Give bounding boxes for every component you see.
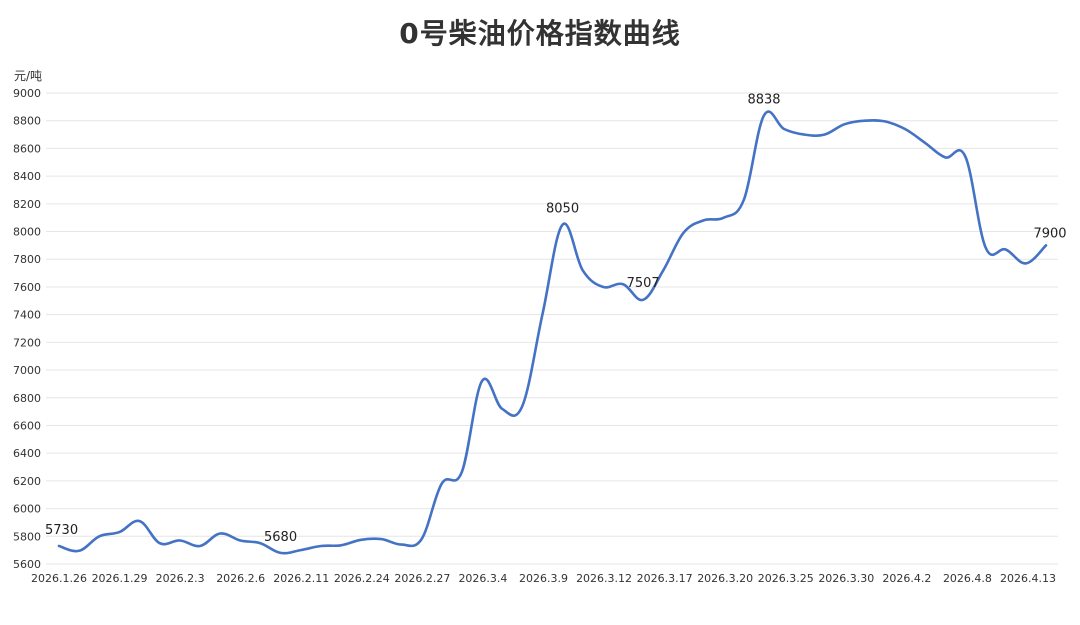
y-tick-label: 7000 [13,364,41,377]
y-axis-unit-label: 元/吨 [14,69,43,83]
x-tick-label: 2026.3.17 [637,572,693,585]
data-point [159,542,161,544]
data-point [380,538,382,540]
data-point [823,133,825,135]
data-point [98,535,100,537]
data-label: 7900 [1033,226,1066,241]
x-tick-label: 2026.1.29 [92,572,148,585]
x-tick-label: 2026.3.25 [758,572,814,585]
data-label: 8050 [546,202,579,217]
data-point [662,269,664,271]
x-tick-label: 2026.2.27 [394,572,450,585]
chart-title: 0号柴油价格指数曲线 [399,17,681,50]
y-tick-label: 6600 [13,419,41,432]
data-point [1025,262,1027,264]
y-tick-label: 6800 [13,392,41,405]
data-point [682,232,684,234]
x-tick-label: 2026.3.30 [818,572,874,585]
y-tick-label: 6400 [13,447,41,460]
data-point [219,532,221,534]
data-point [843,123,845,125]
data-point [541,313,543,315]
x-tick-label: 2026.4.13 [1000,572,1056,585]
x-tick-label: 2026.2.6 [216,572,265,585]
data-point [1005,248,1007,250]
data-point [400,543,402,545]
data-point [944,156,946,158]
x-tick-label: 2026.4.2 [882,572,931,585]
data-point [239,539,241,541]
data-point [521,405,523,407]
y-tick-label: 7200 [13,336,41,349]
data-point [984,246,986,248]
y-tick-label: 9000 [13,87,41,100]
y-tick-label: 7600 [13,281,41,294]
data-point [179,539,181,541]
data-point [481,380,483,382]
y-tick-label: 8600 [13,142,41,155]
data-point [420,538,422,540]
data-point [501,408,503,410]
data-point [360,539,362,541]
data-point [279,552,281,554]
data-label: 7507 [627,276,660,291]
data-point [884,120,886,122]
y-tick-label: 6000 [13,503,41,516]
data-point [964,156,966,158]
data-point [1045,244,1047,246]
data-point [602,286,604,288]
y-tick-label: 8200 [13,198,41,211]
data-point [259,542,261,544]
x-tick-label: 2026.3.12 [576,572,632,585]
x-tick-label: 2026.2.11 [273,572,329,585]
price-series-line [57,110,1048,555]
data-point [300,549,302,551]
x-tick-label: 2026.3.4 [458,572,507,585]
data-point [441,482,443,484]
data-label: 5680 [264,530,297,545]
data-point [561,223,563,225]
x-tick-label: 2026.2.24 [334,572,390,585]
y-tick-label: 6200 [13,475,41,488]
y-tick-label: 8000 [13,226,41,239]
y-tick-label: 8800 [13,115,41,128]
data-point [138,520,140,522]
y-tick-label: 7800 [13,253,41,266]
y-tick-label: 7400 [13,309,41,322]
data-point [78,550,80,552]
data-point [723,216,725,218]
data-point [763,114,765,116]
x-tick-label: 2026.4.8 [943,572,992,585]
data-point [702,219,704,221]
data-point [199,545,201,547]
data-point [642,299,644,301]
data-point [783,128,785,130]
y-tick-label: 5800 [13,530,41,543]
data-point [904,128,906,130]
x-tick-label: 2026.3.9 [519,572,568,585]
x-tick-label: 2026.2.3 [156,572,205,585]
data-point [320,545,322,547]
data-point [582,269,584,271]
y-tick-label: 8400 [13,170,41,183]
data-point [461,471,463,473]
data-point [924,142,926,144]
data-label: 5730 [45,523,78,538]
data-point [743,198,745,200]
data-point [864,120,866,122]
data-label: 8838 [747,92,780,107]
x-tick-label: 2026.3.20 [697,572,753,585]
data-point [118,531,120,533]
data-point [58,545,60,547]
x-tick-label: 2026.1.26 [31,572,87,585]
data-point [622,283,624,285]
y-tick-label: 5600 [13,558,41,571]
data-point [803,133,805,135]
data-point [340,544,342,546]
